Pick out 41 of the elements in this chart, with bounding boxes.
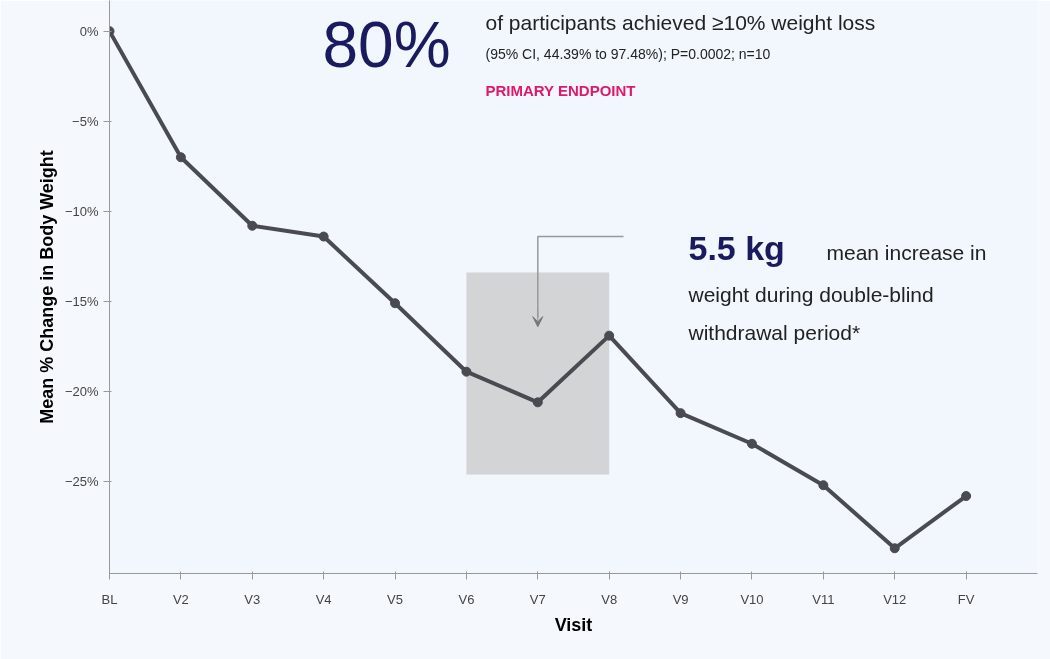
point <box>390 298 401 309</box>
annotation: 80% <box>322 8 451 81</box>
y-tick-label: −10% <box>64 203 99 219</box>
y-tick-label: −5% <box>72 113 99 129</box>
point <box>675 408 686 419</box>
x-tick-label: V4 <box>315 591 332 607</box>
y-tick-label: −15% <box>64 293 99 309</box>
x-tick-label: BL <box>101 591 118 607</box>
x-tick-label: V10 <box>740 591 764 607</box>
point <box>961 491 972 502</box>
annotation: mean increase in <box>826 240 987 264</box>
annotation: weight during double-blind <box>687 282 934 306</box>
y-tick-label: 0% <box>79 23 99 39</box>
annotation: (95% CI, 44.39% to 97.48%); P=0.0002; n=10 <box>485 45 771 62</box>
point <box>604 330 615 341</box>
point <box>247 220 258 231</box>
x-tick-label: V6 <box>458 591 475 607</box>
point <box>746 438 757 449</box>
point <box>318 231 329 242</box>
x-tick-label: V12 <box>883 591 907 607</box>
x-tick-label: V5 <box>387 591 403 607</box>
x-tick-label: V8 <box>601 591 618 607</box>
y-tick-label: −20% <box>64 384 99 400</box>
point <box>461 366 472 377</box>
annotation: PRIMARY ENDPOINT <box>485 81 636 99</box>
y-tick-label: −25% <box>64 474 99 490</box>
x-tick-label: V7 <box>529 591 546 607</box>
y-axis-title: Mean % Change in Body Weight <box>36 150 57 424</box>
point <box>818 480 829 491</box>
annotation: of participants achieved ≥10% weight loss <box>485 10 876 34</box>
point <box>889 543 900 554</box>
x-axis-title: Visit <box>554 614 593 635</box>
x-tick-label: V11 <box>812 591 835 607</box>
x-tick-label: FV <box>957 591 975 607</box>
x-tick-label: V3 <box>244 591 261 607</box>
point <box>532 397 543 408</box>
x-tick-label: V9 <box>672 591 689 607</box>
annotation: withdrawal period* <box>687 320 861 344</box>
x-tick-label: V2 <box>172 591 189 607</box>
point <box>175 152 186 163</box>
annotation: 5.5 kg <box>688 228 785 267</box>
